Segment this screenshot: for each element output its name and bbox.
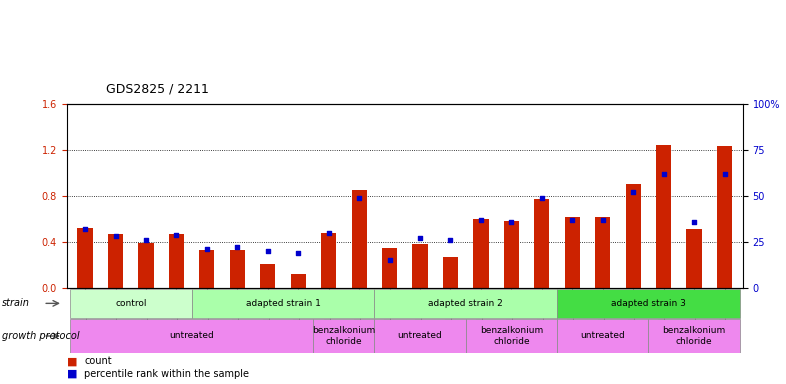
Bar	[78, 228, 93, 288]
Bar	[504, 221, 519, 288]
Bar	[686, 229, 702, 288]
Point	[444, 237, 457, 243]
Point	[566, 217, 578, 223]
Point	[505, 218, 518, 225]
Bar	[465, 319, 557, 353]
Point	[597, 217, 609, 223]
Bar	[443, 257, 458, 288]
Bar	[138, 243, 153, 288]
Bar	[351, 190, 367, 288]
Text: untreated: untreated	[398, 331, 443, 341]
Text: benzalkonium
chloride: benzalkonium chloride	[479, 326, 543, 346]
Bar	[564, 217, 580, 288]
Bar	[260, 264, 275, 288]
Text: adapted strain 2: adapted strain 2	[428, 299, 503, 308]
Bar	[534, 199, 549, 288]
Point	[353, 195, 365, 201]
Bar	[321, 233, 336, 288]
Text: percentile rank within the sample: percentile rank within the sample	[84, 369, 249, 379]
Bar	[557, 289, 740, 318]
Bar	[595, 217, 610, 288]
Point	[535, 195, 548, 201]
Point	[718, 170, 731, 177]
Point	[657, 170, 670, 177]
Bar	[314, 319, 374, 353]
Bar	[648, 319, 740, 353]
Bar	[192, 289, 374, 318]
Point	[292, 250, 304, 256]
Point	[262, 248, 274, 254]
Text: untreated: untreated	[580, 331, 625, 341]
Point	[79, 226, 91, 232]
Point	[170, 232, 182, 238]
Point	[384, 257, 396, 263]
Bar	[656, 145, 671, 288]
Bar	[108, 234, 123, 288]
Text: count: count	[84, 356, 112, 366]
Point	[688, 218, 700, 225]
Point	[200, 246, 213, 252]
Bar	[169, 234, 184, 288]
Text: GDS2825 / 2211: GDS2825 / 2211	[106, 83, 209, 96]
Point	[109, 233, 122, 240]
Text: strain: strain	[2, 298, 29, 308]
Bar	[230, 250, 245, 288]
Text: growth protocol: growth protocol	[2, 331, 79, 341]
Bar	[413, 244, 428, 288]
Bar	[374, 289, 557, 318]
Point	[231, 244, 244, 250]
Bar	[291, 274, 306, 288]
Point	[413, 235, 426, 241]
Bar	[374, 319, 465, 353]
Point	[627, 189, 640, 195]
Bar	[70, 319, 314, 353]
Bar	[200, 250, 215, 288]
Bar	[626, 184, 641, 288]
Text: adapted strain 3: adapted strain 3	[611, 299, 686, 308]
Bar	[473, 219, 489, 288]
Text: untreated: untreated	[169, 331, 214, 341]
Bar	[70, 289, 192, 318]
Bar	[382, 248, 397, 288]
Text: ■: ■	[67, 369, 77, 379]
Point	[140, 237, 152, 243]
Bar	[717, 146, 732, 288]
Text: ■: ■	[67, 356, 77, 366]
Text: control: control	[115, 299, 146, 308]
Point	[322, 230, 335, 236]
Bar	[557, 319, 648, 353]
Point	[475, 217, 487, 223]
Text: benzalkonium
chloride: benzalkonium chloride	[663, 326, 725, 346]
Text: adapted strain 1: adapted strain 1	[245, 299, 321, 308]
Text: benzalkonium
chloride: benzalkonium chloride	[312, 326, 376, 346]
